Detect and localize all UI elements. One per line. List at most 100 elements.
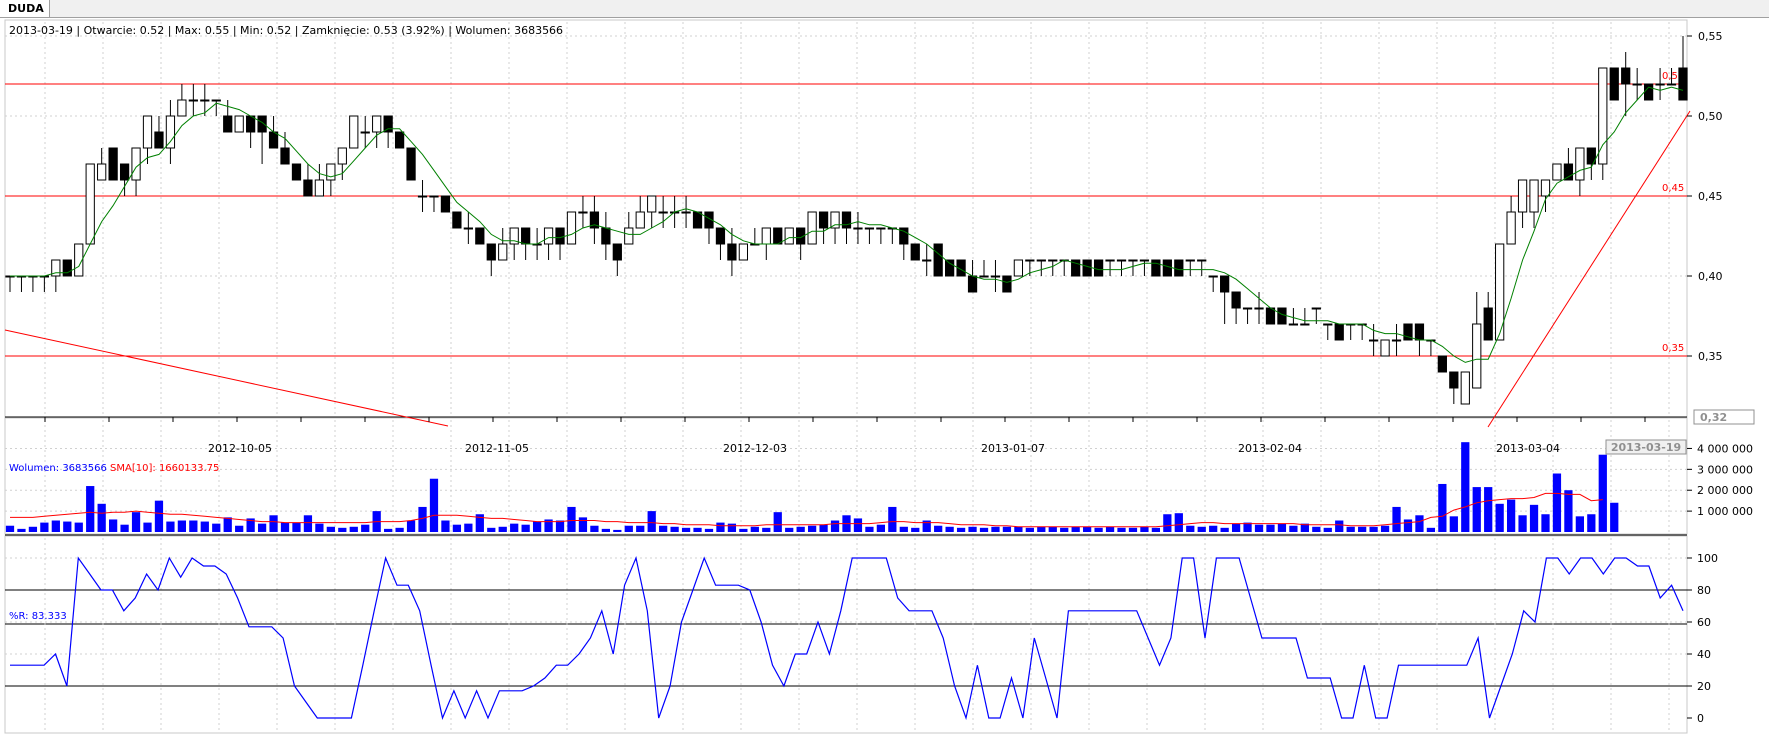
wr-line xyxy=(5,556,1687,721)
date-axis-label: 2012-10-05 xyxy=(208,442,272,455)
volume-bar xyxy=(1128,527,1138,532)
volume-bar xyxy=(1094,527,1103,532)
current-price-label: 0,32 xyxy=(1700,411,1727,424)
volume-bar xyxy=(257,523,267,532)
volume-bar xyxy=(246,518,255,532)
candle-body xyxy=(1185,259,1195,262)
candle-body xyxy=(555,227,565,245)
volume-bar xyxy=(1506,499,1516,532)
volume-bar xyxy=(796,526,805,532)
volume-bar xyxy=(235,525,244,532)
volume-bar xyxy=(498,526,507,532)
volume-bar xyxy=(1403,519,1413,532)
candle-body xyxy=(1300,323,1310,326)
volume-bar xyxy=(1587,514,1596,532)
volume-panel[interactable] xyxy=(4,417,1688,535)
candle-body xyxy=(773,227,783,245)
candle-body xyxy=(1082,259,1092,277)
volume-bar xyxy=(1014,526,1023,532)
candle-body xyxy=(188,99,198,102)
candle-body xyxy=(807,211,817,245)
volume-bar xyxy=(830,520,840,532)
candle-body xyxy=(933,243,943,277)
volume-bar xyxy=(968,526,977,532)
candle-body xyxy=(394,131,405,149)
volume-bar xyxy=(1449,516,1458,532)
sma-line xyxy=(10,86,1684,363)
volume-bar xyxy=(452,524,462,532)
volume-bar xyxy=(1266,524,1275,532)
candle-body xyxy=(543,227,554,245)
candle-body xyxy=(1288,323,1299,326)
volume-bar xyxy=(1484,487,1493,532)
wr-legend: %R: 83.333 xyxy=(9,611,67,622)
volume-bar xyxy=(1358,526,1367,532)
volume-bar xyxy=(693,527,702,532)
stock-chart[interactable]: 0,520,450,35 0,550,500,450,400,350,32201… xyxy=(0,18,1769,735)
volume-bar xyxy=(934,525,943,532)
price-axis-label: 0,45 xyxy=(1698,190,1723,203)
candle-body xyxy=(589,211,600,229)
candle-body xyxy=(1380,339,1390,357)
candle-body xyxy=(601,227,611,245)
volume-bar xyxy=(1472,487,1481,532)
volume-axis-label: 2 000 000 xyxy=(1697,484,1753,497)
volume-bar xyxy=(991,526,1000,532)
volume-bar xyxy=(429,478,439,532)
candle-body xyxy=(486,243,496,261)
volume-bar xyxy=(727,523,737,532)
volume-bar xyxy=(819,524,828,532)
volume-bar xyxy=(888,506,897,532)
candle-body xyxy=(1678,67,1688,101)
candle-body xyxy=(1621,67,1631,85)
candle-body xyxy=(1403,323,1413,341)
volume-bar xyxy=(1415,515,1424,532)
candles xyxy=(5,36,1688,405)
candle-body xyxy=(1323,323,1333,326)
level-label: 0,45 xyxy=(1662,183,1684,194)
candle-body xyxy=(612,243,622,261)
candle-body xyxy=(1093,259,1104,277)
volume-bar xyxy=(956,527,966,532)
level-label: 0,35 xyxy=(1662,343,1684,354)
volume-legend: Wolumen: 3683566 SMA[10]: 1660133.75 xyxy=(9,463,219,474)
candle-body xyxy=(521,227,531,245)
volume-bar xyxy=(1151,527,1161,532)
wr-panel[interactable] xyxy=(4,535,1688,734)
candle-body xyxy=(1609,67,1619,101)
candle-body xyxy=(784,227,794,245)
volume-bar xyxy=(1277,523,1287,532)
volume-bar xyxy=(74,522,83,532)
volume-bar xyxy=(464,523,473,532)
candle-body xyxy=(635,211,645,229)
candle-body xyxy=(51,259,61,277)
volume-bar xyxy=(945,526,954,532)
candle-body xyxy=(1128,259,1138,262)
volume-bar xyxy=(899,526,908,532)
volume-bar xyxy=(487,527,496,532)
volume-bar xyxy=(1243,522,1252,532)
candle-body xyxy=(372,115,382,133)
candle-body xyxy=(429,195,439,198)
candle-body xyxy=(1460,371,1470,405)
candle-body xyxy=(154,131,164,149)
volume-bar xyxy=(212,523,221,532)
volume-bar xyxy=(613,529,622,532)
candle-body xyxy=(268,131,279,149)
volume-bar xyxy=(280,522,290,532)
candle-body xyxy=(85,163,95,245)
candle-body xyxy=(864,227,875,230)
candle-body xyxy=(360,131,370,134)
tab-duda[interactable]: DUDA xyxy=(0,0,50,17)
volume-bar xyxy=(384,528,393,532)
volume-bar xyxy=(1220,527,1229,532)
wr-series-line xyxy=(10,556,1684,721)
volume-bar xyxy=(739,528,748,532)
candle-body xyxy=(119,163,130,181)
wr-axis-label: 0 xyxy=(1697,712,1704,725)
candle-body xyxy=(234,115,244,133)
candle-body xyxy=(1643,83,1654,101)
wr-axis-label: 20 xyxy=(1697,680,1711,693)
date-axis-label: 2012-12-03 xyxy=(723,442,787,455)
volume-bar xyxy=(1312,526,1321,532)
